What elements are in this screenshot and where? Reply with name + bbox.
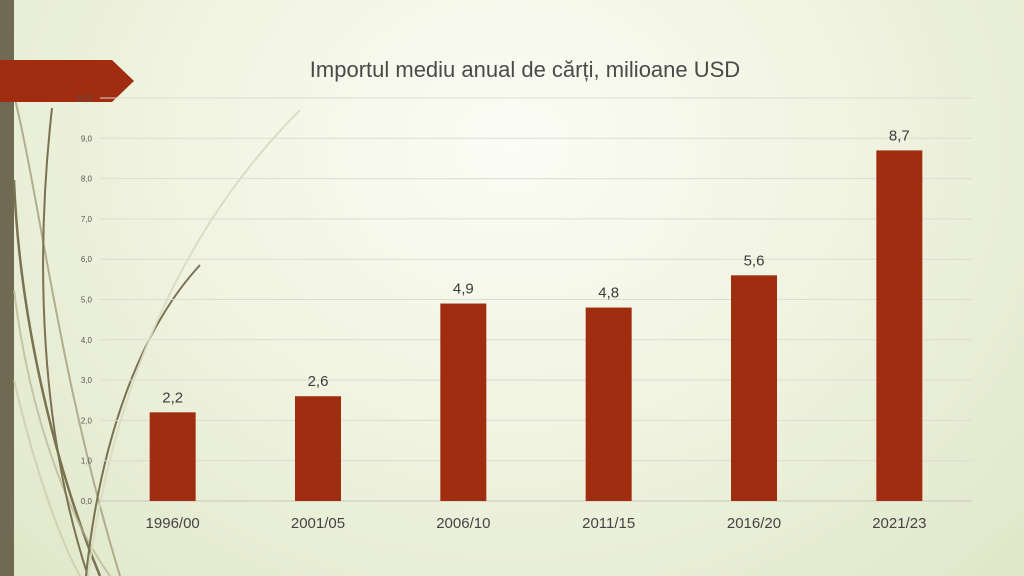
x-category-label: 2001/05 bbox=[291, 515, 345, 532]
decorative-curves bbox=[12, 94, 301, 576]
data-label: 4,9 bbox=[453, 281, 474, 298]
x-category-label: 2006/10 bbox=[436, 515, 490, 532]
y-tick-label: 0,0 bbox=[81, 497, 93, 506]
y-tick-label: 5,0 bbox=[81, 296, 93, 305]
data-label: 4,8 bbox=[598, 285, 619, 302]
bar bbox=[149, 412, 196, 501]
x-category-label: 2016/20 bbox=[727, 515, 781, 532]
data-label: 2,6 bbox=[308, 373, 329, 390]
data-label: 5,6 bbox=[744, 252, 765, 269]
y-tick-label: 4,0 bbox=[81, 336, 93, 345]
y-tick-label: 3,0 bbox=[81, 376, 93, 385]
y-tick-label: 7,0 bbox=[81, 215, 93, 224]
bar bbox=[440, 303, 487, 501]
y-tick-label: 6,0 bbox=[81, 255, 93, 264]
bar bbox=[585, 307, 632, 501]
x-category-label: 2011/15 bbox=[582, 515, 635, 532]
y-tick-label: 9,0 bbox=[81, 134, 93, 143]
bar bbox=[876, 150, 923, 501]
data-label: 8,7 bbox=[889, 127, 910, 144]
y-tick-label: 8,0 bbox=[81, 175, 93, 184]
data-label: 2,2 bbox=[162, 389, 183, 406]
y-tick-label: 10,0 bbox=[76, 94, 92, 103]
x-category-label: 2021/23 bbox=[872, 515, 926, 532]
slide-left-bar bbox=[0, 0, 14, 576]
title-arrow-banner bbox=[0, 60, 134, 102]
y-tick-label: 2,0 bbox=[81, 416, 93, 425]
y-tick-label: 1,0 bbox=[81, 457, 93, 466]
bar bbox=[731, 275, 777, 501]
bar bbox=[295, 396, 341, 501]
x-category-label: 1996/00 bbox=[146, 515, 200, 532]
chart-title: Importul mediu anual de cărți, milioane … bbox=[309, 57, 741, 82]
